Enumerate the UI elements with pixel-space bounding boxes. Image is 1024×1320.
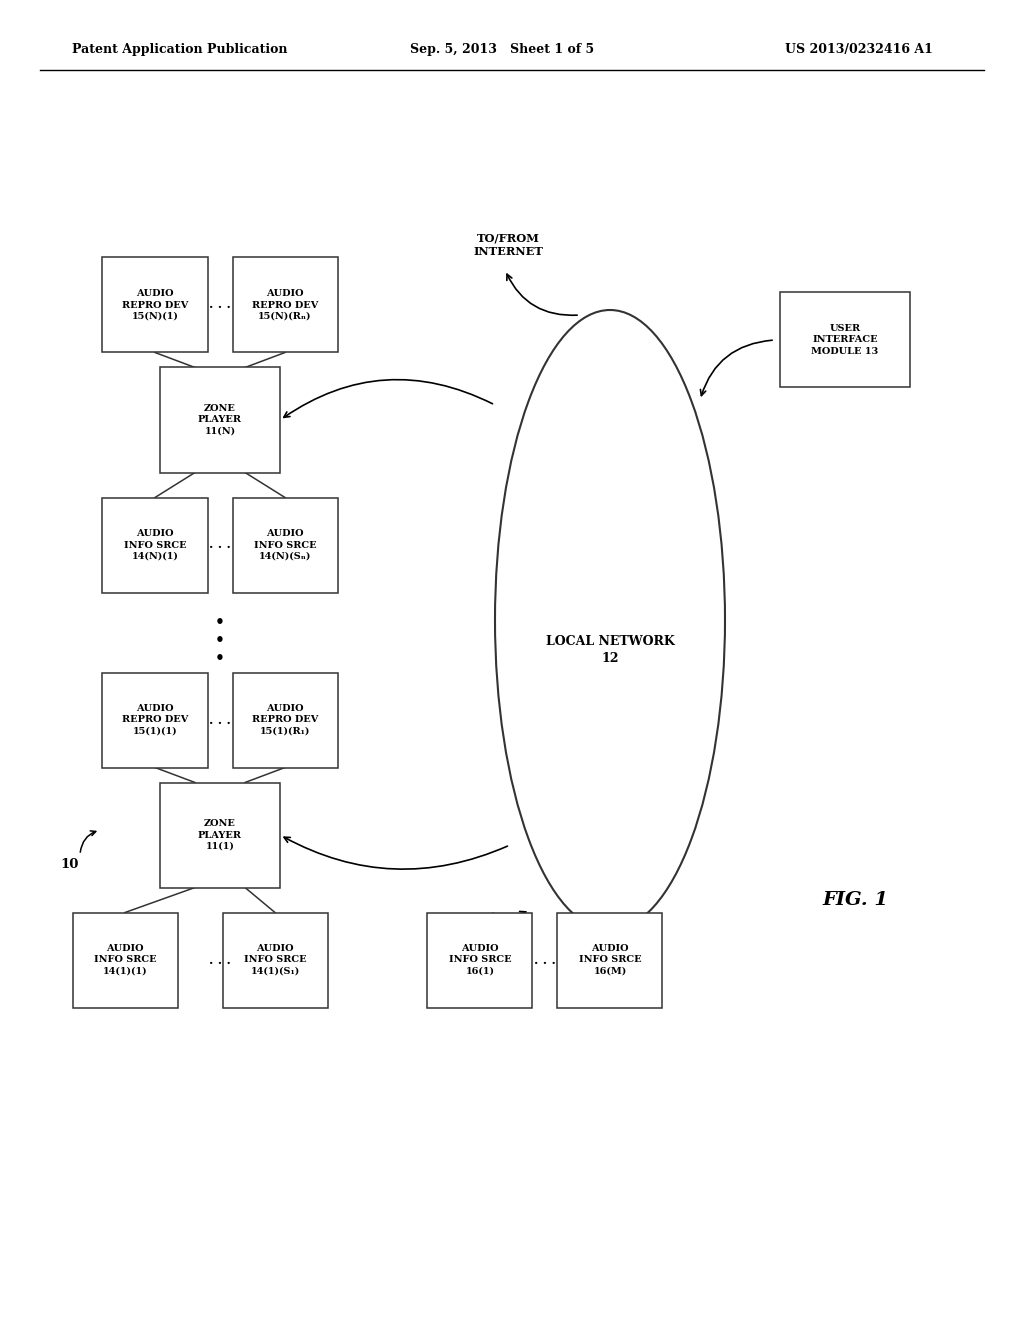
- Bar: [232, 672, 338, 767]
- Text: ZONE
PLAYER
11(1): ZONE PLAYER 11(1): [198, 820, 242, 850]
- Text: AUDIO
INFO SRCE
14(1)(1): AUDIO INFO SRCE 14(1)(1): [93, 944, 157, 975]
- Text: AUDIO
REPRO DEV
15(1)(R₁): AUDIO REPRO DEV 15(1)(R₁): [252, 705, 318, 735]
- Bar: [73, 912, 177, 1007]
- Bar: [780, 293, 910, 388]
- Bar: [102, 257, 208, 352]
- Bar: [102, 672, 208, 767]
- Text: LOCAL NETWORK
12: LOCAL NETWORK 12: [546, 635, 675, 665]
- Text: FIG. 1: FIG. 1: [822, 891, 888, 909]
- Text: ZONE
PLAYER
11(N): ZONE PLAYER 11(N): [198, 404, 242, 436]
- Bar: [557, 912, 663, 1007]
- Bar: [160, 783, 280, 887]
- Text: •: •: [215, 651, 225, 665]
- Text: AUDIO
INFO SRCE
14(N)(Sₙ): AUDIO INFO SRCE 14(N)(Sₙ): [254, 529, 316, 561]
- Text: . . .: . . .: [209, 298, 231, 312]
- Text: US 2013/0232416 A1: US 2013/0232416 A1: [785, 44, 933, 57]
- Text: •: •: [215, 615, 225, 630]
- Text: AUDIO
INFO SRCE
16(M): AUDIO INFO SRCE 16(M): [579, 944, 641, 975]
- Ellipse shape: [495, 310, 725, 931]
- Text: •: •: [215, 632, 225, 648]
- Text: Patent Application Publication: Patent Application Publication: [72, 44, 288, 57]
- Bar: [232, 257, 338, 352]
- Bar: [102, 498, 208, 593]
- Text: AUDIO
REPRO DEV
15(N)(1): AUDIO REPRO DEV 15(N)(1): [122, 289, 188, 321]
- Text: AUDIO
INFO SRCE
16(1): AUDIO INFO SRCE 16(1): [449, 944, 511, 975]
- Bar: [160, 367, 280, 473]
- Bar: [427, 912, 532, 1007]
- Text: . . .: . . .: [209, 953, 231, 966]
- Text: USER
INTERFACE
MODULE 13: USER INTERFACE MODULE 13: [811, 325, 879, 355]
- Text: AUDIO
INFO SRCE
14(1)(S₁): AUDIO INFO SRCE 14(1)(S₁): [244, 944, 306, 975]
- Text: AUDIO
REPRO DEV
15(N)(Rₙ): AUDIO REPRO DEV 15(N)(Rₙ): [252, 289, 318, 321]
- Text: TO/FROM
INTERNET: TO/FROM INTERNET: [473, 232, 543, 257]
- Text: . . .: . . .: [209, 714, 231, 726]
- Text: AUDIO
INFO SRCE
14(N)(1): AUDIO INFO SRCE 14(N)(1): [124, 529, 186, 561]
- Text: . . .: . . .: [209, 539, 231, 552]
- Bar: [232, 498, 338, 593]
- Text: AUDIO
REPRO DEV
15(1)(1): AUDIO REPRO DEV 15(1)(1): [122, 705, 188, 735]
- Text: . . .: . . .: [535, 953, 556, 966]
- Text: Sep. 5, 2013   Sheet 1 of 5: Sep. 5, 2013 Sheet 1 of 5: [410, 44, 594, 57]
- Bar: [222, 912, 328, 1007]
- Text: 10: 10: [60, 858, 79, 871]
